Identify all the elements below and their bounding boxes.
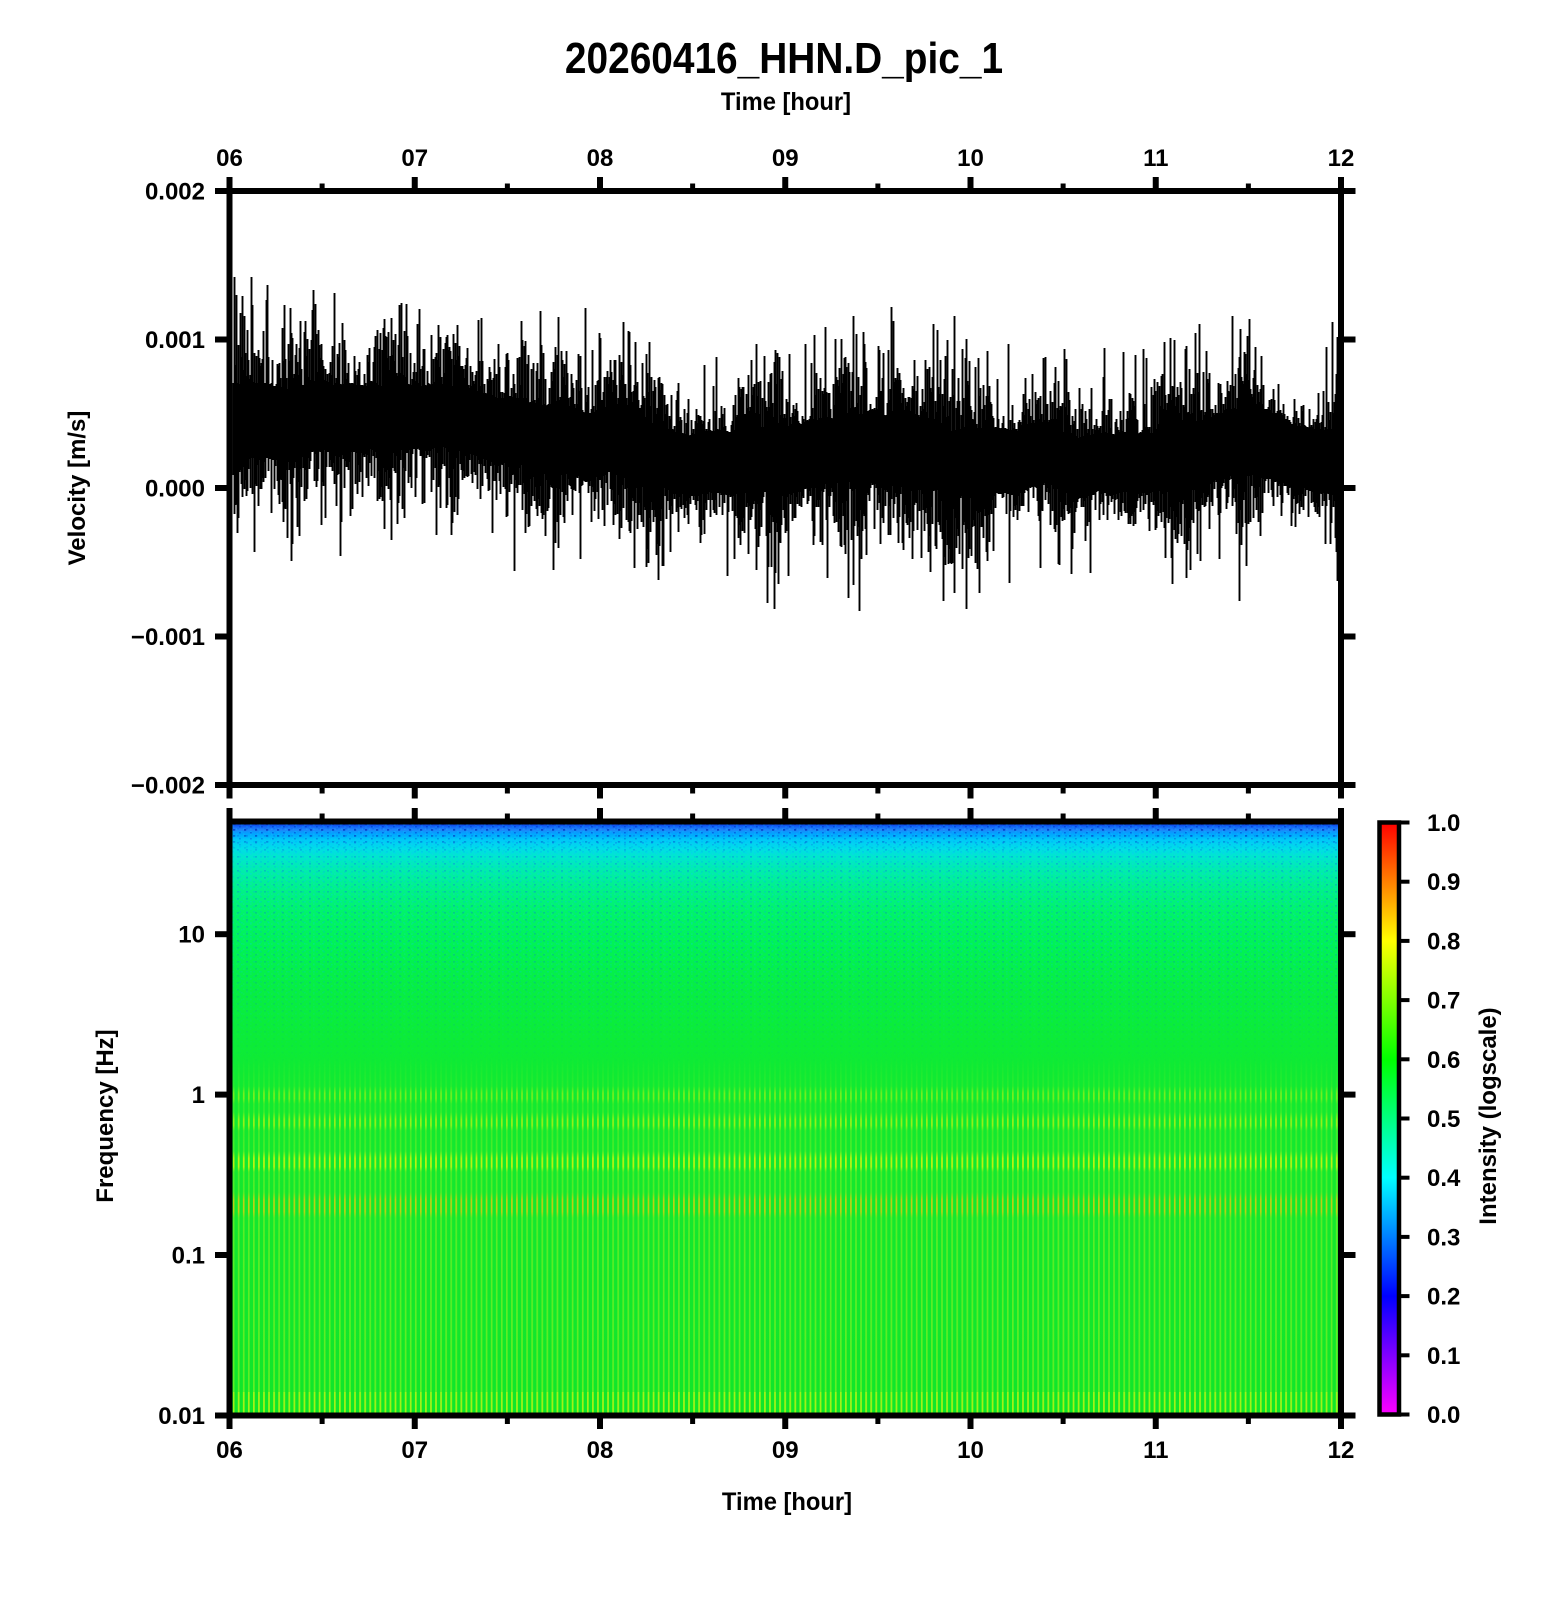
svg-text:0.01: 0.01: [158, 1403, 205, 1430]
svg-text:Intensity (logscale): Intensity (logscale): [1475, 1007, 1502, 1224]
svg-text:0.1: 0.1: [172, 1243, 205, 1270]
svg-text:07: 07: [401, 145, 428, 172]
svg-text:0.5: 0.5: [1427, 1106, 1460, 1133]
svg-text:0.4: 0.4: [1427, 1165, 1461, 1192]
svg-text:0.7: 0.7: [1427, 988, 1460, 1015]
svg-text:08: 08: [587, 145, 614, 172]
svg-text:12: 12: [1328, 145, 1355, 172]
svg-text:20260416_HHN.D_pic_1: 20260416_HHN.D_pic_1: [565, 33, 1003, 83]
svg-text:11: 11: [1143, 1437, 1168, 1464]
svg-text:Time [hour]: Time [hour]: [722, 1488, 852, 1516]
svg-text:0.3: 0.3: [1427, 1224, 1460, 1251]
svg-text:Velocity [m/s]: Velocity [m/s]: [64, 411, 91, 566]
svg-text:07: 07: [401, 1437, 428, 1464]
svg-text:06: 06: [216, 145, 243, 172]
svg-text:10: 10: [178, 922, 205, 949]
svg-text:0.1: 0.1: [1427, 1343, 1460, 1370]
svg-text:12: 12: [1328, 1437, 1355, 1464]
svg-text:0.8: 0.8: [1427, 928, 1460, 955]
svg-text:0.9: 0.9: [1427, 869, 1460, 896]
svg-text:1.0: 1.0: [1427, 810, 1460, 837]
svg-text:Time [hour]: Time [hour]: [721, 88, 851, 116]
svg-text:0.0: 0.0: [1427, 1402, 1460, 1429]
svg-text:11: 11: [1143, 145, 1168, 172]
svg-text:09: 09: [772, 145, 799, 172]
svg-text:0.001: 0.001: [145, 327, 205, 354]
svg-text:0.2: 0.2: [1427, 1284, 1460, 1311]
svg-text:10: 10: [957, 145, 984, 172]
svg-text:10: 10: [957, 1437, 984, 1464]
svg-text:08: 08: [587, 1437, 614, 1464]
svg-text:06: 06: [216, 1437, 243, 1464]
svg-text:−0.002: −0.002: [131, 773, 205, 800]
svg-text:1: 1: [192, 1082, 205, 1109]
svg-text:0.002: 0.002: [145, 179, 205, 206]
svg-text:09: 09: [772, 1437, 799, 1464]
svg-text:0.000: 0.000: [145, 476, 205, 503]
svg-text:0.6: 0.6: [1427, 1047, 1460, 1074]
svg-text:−0.001: −0.001: [131, 624, 205, 651]
svg-text:Frequency [Hz]: Frequency [Hz]: [92, 1029, 119, 1202]
